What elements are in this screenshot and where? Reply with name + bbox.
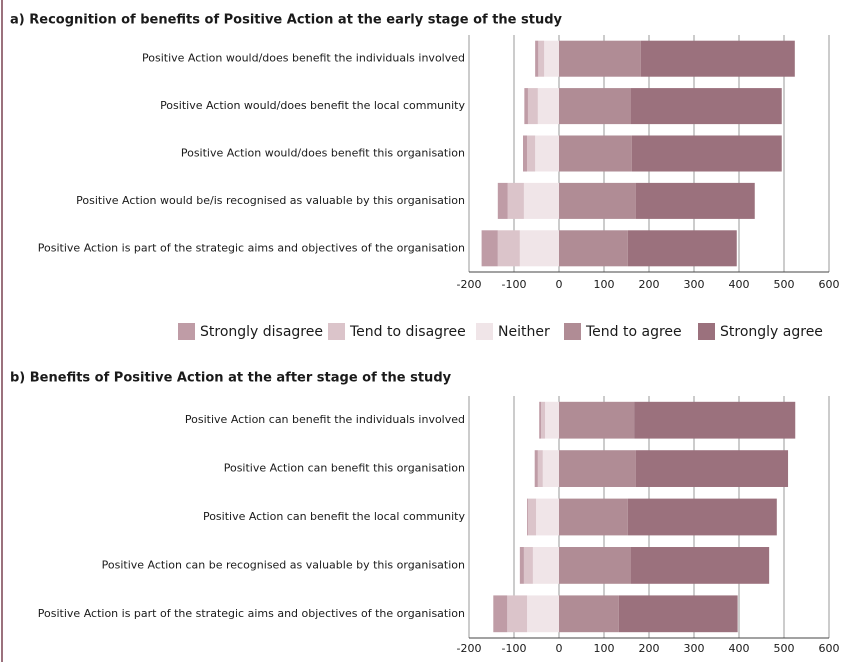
bar-segment [559,230,628,267]
x-tick-label: 100 [594,278,615,291]
bar-segment [640,40,795,77]
x-tick-label: -100 [502,278,527,291]
category-label: Positive Action would/does benefit this … [181,147,465,160]
bar-segment [527,135,536,172]
legend-swatch [328,323,345,340]
bar-segment [527,595,559,633]
x-tick-label: 0 [556,642,563,655]
category-label: Positive Action can benefit the individu… [185,413,465,426]
legend-label: Tend to disagree [349,324,466,340]
bar-segment [536,498,559,536]
x-tick-label: 100 [594,642,615,655]
bar-segment [537,450,543,487]
bar-segment [527,88,538,125]
legend-label: Neither [498,324,550,340]
bar-segment [523,547,533,584]
bar-segment [635,182,755,219]
bar-segment [559,547,631,584]
bar-segment [559,595,619,633]
category-label: Positive Action can benefit the local co… [203,510,466,523]
legend-label: Strongly disagree [200,324,323,340]
x-tick-label: 500 [774,278,795,291]
bar-segment [559,135,632,172]
bar-segment [534,450,538,487]
bar-segment [532,547,559,584]
bar-segment [527,498,537,536]
x-tick-label: 400 [729,642,750,655]
x-tick-label: 600 [819,642,840,655]
x-tick-label: -200 [457,278,482,291]
bar-segment [559,401,635,439]
bar-segment [542,450,559,487]
legend-label: Strongly agree [720,324,823,340]
legend-swatch [476,323,493,340]
x-tick-label: 0 [556,278,563,291]
bar-segment [523,182,559,219]
x-tick-label: 500 [774,642,795,655]
category-label: Positive Action would/does benefit the l… [160,99,465,112]
bar-segment [627,230,737,267]
bar-segment [631,135,782,172]
bar-segment [631,547,770,584]
bar-segment [538,40,545,77]
bar-segment [559,40,641,77]
chart-title: b) Benefits of Positive Action at the af… [10,371,452,386]
bar-segment [618,595,738,633]
bar-segment [519,547,524,584]
x-tick-label: -100 [502,642,527,655]
bar-segment [559,450,636,487]
bar-segment [539,401,541,439]
bar-segment [519,230,559,267]
bar-segment [559,182,636,219]
bar-segment [535,135,559,172]
category-label: Positive Action would be/is recognised a… [76,194,465,207]
bar-segment [535,40,539,77]
bar-segment [635,450,789,487]
legend-label: Tend to agree [585,324,682,340]
bar-segment [524,88,528,125]
bar-segment [527,498,528,536]
bar-segment [634,401,796,439]
bar-segment [507,595,528,633]
x-tick-label: -200 [457,642,482,655]
x-tick-label: 300 [684,278,705,291]
bar-segment [537,88,559,125]
bar-segment [545,401,559,439]
bar-segment [559,498,628,536]
bar-segment [559,88,631,125]
category-label: Positive Action is part of the strategic… [38,607,465,620]
bar-segment [544,40,559,77]
category-label: Positive Action would/does benefit the i… [142,52,465,65]
category-label: Positive Action can benefit this organis… [224,462,465,475]
category-label: Positive Action can be recognised as val… [102,558,465,571]
bar-segment [627,498,777,536]
x-tick-label: 600 [819,278,840,291]
bar-segment [507,182,524,219]
x-tick-label: 300 [684,642,705,655]
bar-segment [497,182,508,219]
bar-segment [497,230,520,267]
bar-segment [493,595,508,633]
x-tick-label: 200 [639,642,660,655]
legend-swatch [564,323,581,340]
x-tick-label: 400 [729,278,750,291]
x-tick-label: 200 [639,278,660,291]
bar-segment [631,88,782,125]
bar-segment [481,230,498,267]
bar-segment [523,135,528,172]
legend-swatch [178,323,195,340]
chart-title: a) Recognition of benefits of Positive A… [10,13,563,28]
bar-segment [541,401,546,439]
legend-swatch [698,323,715,340]
category-label: Positive Action is part of the strategic… [38,241,465,254]
